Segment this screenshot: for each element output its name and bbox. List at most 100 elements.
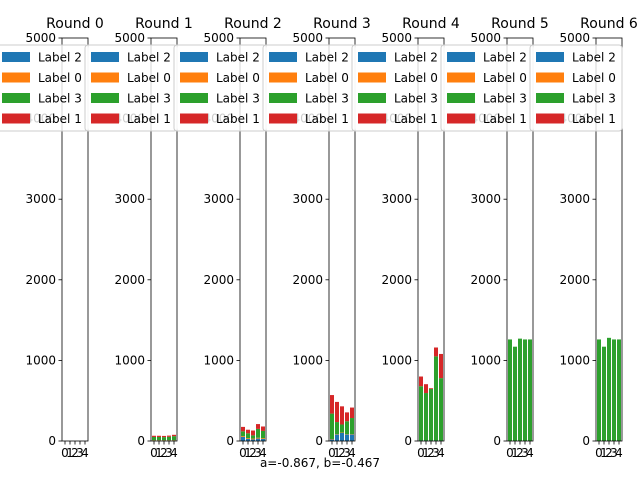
legend-label: Label 0 (394, 71, 438, 85)
bar-segment-label-3 (340, 424, 344, 433)
bar-segment-label-3 (612, 339, 616, 441)
y-tick-label: 5000 (203, 31, 234, 45)
legend-swatch-label-3 (180, 93, 208, 103)
legend-label: Label 1 (38, 112, 82, 126)
legend-swatch-label-2 (536, 52, 564, 62)
bar-segment-label-2 (330, 439, 334, 441)
bar-segment-label-1 (246, 429, 250, 434)
y-tick-label: 1000 (381, 353, 412, 367)
y-tick-label: 2000 (25, 273, 56, 287)
y-tick-label: 5000 (25, 31, 56, 45)
x-tick-label: 0 (417, 446, 425, 460)
legend-label: Label 0 (572, 71, 616, 85)
legend-swatch-label-0 (2, 72, 30, 83)
y-tick-label: 0 (404, 434, 412, 448)
legend-label: Label 3 (127, 92, 171, 106)
x-tick-label: 3 (254, 446, 262, 460)
bar-segment-label-3 (617, 339, 621, 441)
legend-swatch-label-0 (447, 72, 475, 83)
figure-caption: a=-0.867, b=-0.467 (259, 456, 381, 470)
bar-segment-label-3 (256, 428, 260, 438)
legend-label: Label 3 (216, 92, 260, 106)
y-tick-label: 1000 (203, 353, 234, 367)
y-tick-label: 2000 (559, 273, 590, 287)
x-tick-label: 2 (160, 446, 168, 460)
axes-frame (595, 37, 623, 442)
x-tick-label: 1 (244, 446, 252, 460)
legend-swatch-label-3 (91, 93, 119, 103)
y-tick-label: 5000 (114, 31, 145, 45)
bar-segment-label-3 (330, 413, 334, 439)
axes-frame (328, 37, 356, 442)
x-tick-label: 2 (605, 446, 613, 460)
bar-segment-label-3 (152, 436, 156, 441)
bar-segment-label-1 (162, 435, 166, 438)
legend-label: Label 3 (572, 92, 616, 106)
bar-segment-label-1 (241, 426, 245, 432)
bar-segment-label-1 (256, 424, 260, 429)
x-tick-label: 0 (595, 446, 603, 460)
bar-segment-label-1 (340, 406, 344, 425)
bar-segment-label-3 (246, 433, 250, 439)
legend-swatch-label-1 (358, 113, 386, 124)
x-tick-label: 0 (150, 446, 158, 460)
y-tick-label: 0 (493, 434, 501, 448)
bar-segment-label-3 (597, 339, 601, 441)
x-tick-label: 4 (259, 446, 267, 460)
bar-segment-label-3 (508, 339, 512, 441)
y-tick-label: 2000 (381, 273, 412, 287)
x-tick-label: 3 (76, 446, 84, 460)
x-tick-label: 4 (615, 446, 623, 460)
subplot-title: Round 1 (135, 16, 193, 32)
bar-segment-label-1 (434, 347, 438, 357)
x-tick-label: 0 (239, 446, 247, 460)
bar-segment-label-1 (335, 401, 339, 423)
bar-segment-label-0 (256, 437, 260, 439)
legend-label: Label 3 (394, 92, 438, 106)
legend-swatch-label-3 (358, 93, 386, 103)
x-tick-label: 2 (516, 446, 524, 460)
legend-swatch-label-1 (2, 113, 30, 124)
legend-label: Label 1 (305, 112, 349, 126)
bar-segment-label-3 (172, 436, 176, 441)
bar-segment-label-1 (350, 407, 354, 419)
x-tick-label: 2 (249, 446, 257, 460)
x-tick-label: 1 (66, 446, 74, 460)
legend-label: Label 1 (394, 112, 438, 126)
bar-segment-label-0 (251, 438, 255, 440)
legend-label: Label 1 (127, 112, 171, 126)
bar-segment-label-3 (251, 435, 255, 439)
bar-segment-label-2 (251, 439, 255, 441)
y-tick-label: 0 (582, 434, 590, 448)
legend-label: Label 2 (38, 51, 82, 65)
legend-swatch-label-3 (447, 93, 475, 103)
y-tick-label: 0 (315, 434, 323, 448)
x-tick-label: 3 (432, 446, 440, 460)
bar-segment-label-2 (335, 434, 339, 441)
subplot-title: Round 5 (491, 16, 549, 32)
y-tick-label: 0 (48, 434, 56, 448)
legend-label: Label 2 (483, 51, 527, 65)
bar-segment-label-3 (419, 386, 423, 441)
x-tick-label: 3 (343, 446, 351, 460)
y-tick-label: 3000 (25, 192, 56, 206)
legend-label: Label 0 (305, 71, 349, 85)
y-tick-label: 5000 (292, 31, 323, 45)
x-tick-label: 2 (427, 446, 435, 460)
legend-swatch-label-0 (358, 72, 386, 83)
x-tick-label: 4 (348, 446, 356, 460)
bar-segment-label-1 (261, 426, 265, 431)
bar-segment-label-1 (152, 435, 156, 437)
legend-swatch-label-1 (536, 113, 564, 124)
bar-segment-label-3 (429, 389, 433, 441)
x-tick-label: 1 (333, 446, 341, 460)
y-tick-label: 3000 (559, 192, 590, 206)
bar-segment-label-3 (439, 378, 443, 441)
legend-swatch-label-2 (180, 52, 208, 62)
y-tick-label: 5000 (381, 31, 412, 45)
bar-segment-label-3 (162, 437, 166, 441)
legend-swatch-label-0 (269, 72, 297, 83)
bar-segment-label-3 (157, 436, 161, 441)
bar-segment-label-0 (261, 438, 265, 439)
